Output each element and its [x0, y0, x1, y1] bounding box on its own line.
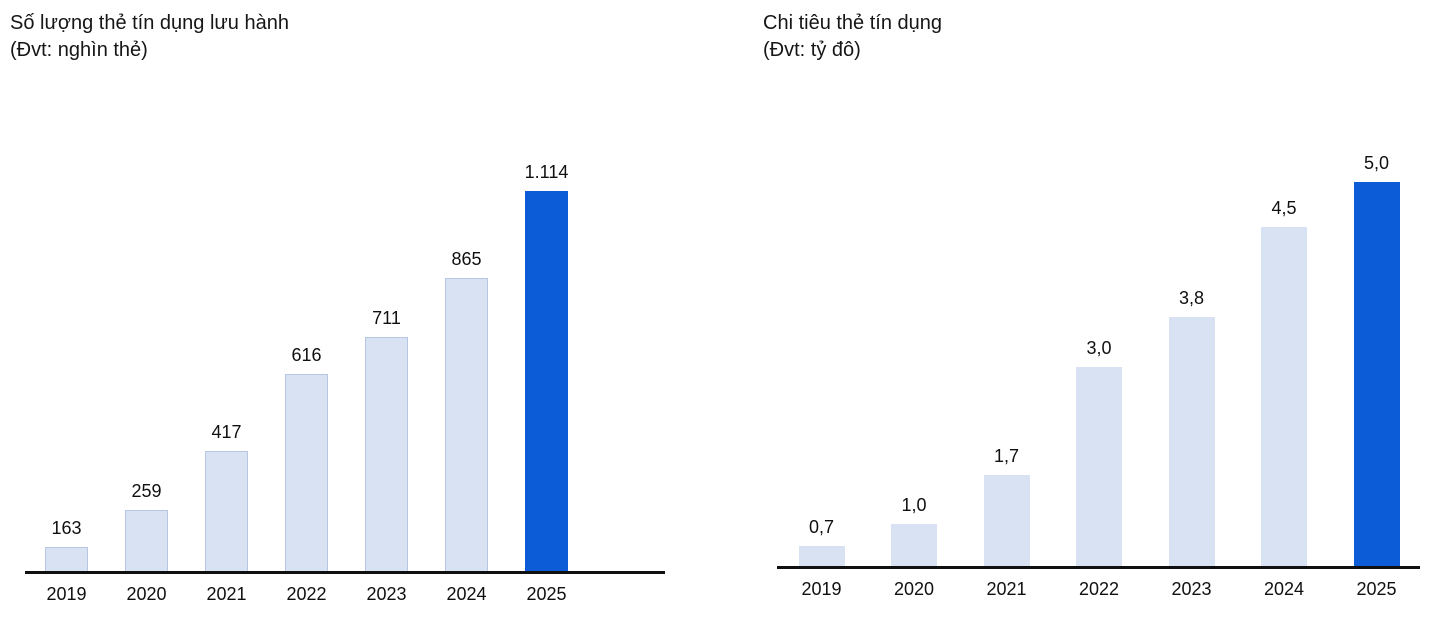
bar-value-label: 4,5	[1271, 198, 1297, 218]
bar-2023	[1168, 317, 1215, 567]
x-tick-label: 2022	[286, 584, 327, 604]
x-tick-label: 2024	[446, 584, 487, 604]
x-tick-label: 2024	[1263, 579, 1305, 599]
bar-value-label: 865	[451, 249, 482, 269]
bar-value-label: 1.114	[524, 162, 569, 182]
x-tick-label: 2020	[893, 579, 935, 599]
x-axis-line	[777, 566, 1420, 569]
bar-value-label: 5,0	[1363, 153, 1390, 173]
x-tick-label: 2022	[1078, 579, 1120, 599]
bar-2020	[125, 510, 168, 572]
chart-title-block: Số lượng thẻ tín dụng lưu hành (Đvt: ngh…	[10, 10, 289, 64]
bar-value-label: 163	[51, 518, 82, 538]
chart-unit-label: (Đvt: nghìn thẻ)	[10, 39, 148, 61]
bar-value-label: 711	[372, 308, 401, 328]
x-tick-label: 2019	[46, 584, 87, 604]
chart-title-block: Chi tiêu thẻ tín dụng (Đvt: tỷ đô)	[763, 10, 942, 64]
bar-value-label: 259	[131, 481, 162, 501]
bar-value-label: 1,7	[993, 446, 1020, 466]
x-tick-label: 2021	[206, 584, 247, 604]
bar-2020	[891, 524, 937, 567]
bar-2024	[1261, 227, 1307, 567]
chart-title: Chi tiêu thẻ tín dụng	[763, 12, 943, 34]
x-tick-label: 2025	[526, 584, 567, 604]
bar-2022	[1076, 367, 1122, 567]
bar-value-label: 417	[211, 422, 242, 442]
bar-value-label: 3,8	[1178, 288, 1205, 308]
bar-value-label: 3,0	[1086, 338, 1112, 358]
bar-2021	[983, 475, 1030, 567]
bar-2022	[285, 374, 328, 572]
x-tick-label: 2020	[126, 584, 167, 604]
x-tick-label: 2023	[1171, 579, 1212, 599]
x-tick-label: 2023	[366, 584, 407, 604]
bar-2019	[798, 546, 845, 567]
bar-value-label: 0,7	[808, 517, 835, 537]
bar-2025	[525, 191, 568, 572]
chart-unit-label: (Đvt: tỷ đô)	[763, 39, 861, 61]
chart-title: Số lượng thẻ tín dụng lưu hành	[10, 12, 289, 34]
bar-2024	[445, 278, 488, 572]
bar-2019	[45, 547, 88, 572]
bar-value-label: 616	[291, 345, 322, 365]
x-tick-label: 2019	[801, 579, 842, 599]
x-tick-label: 2025	[1356, 579, 1397, 599]
bar-value-label: 1,0	[901, 495, 927, 515]
bar-2021	[205, 451, 248, 572]
x-tick-label: 2021	[986, 579, 1027, 599]
bar-2025	[1353, 182, 1400, 567]
x-axis-line	[25, 571, 665, 574]
